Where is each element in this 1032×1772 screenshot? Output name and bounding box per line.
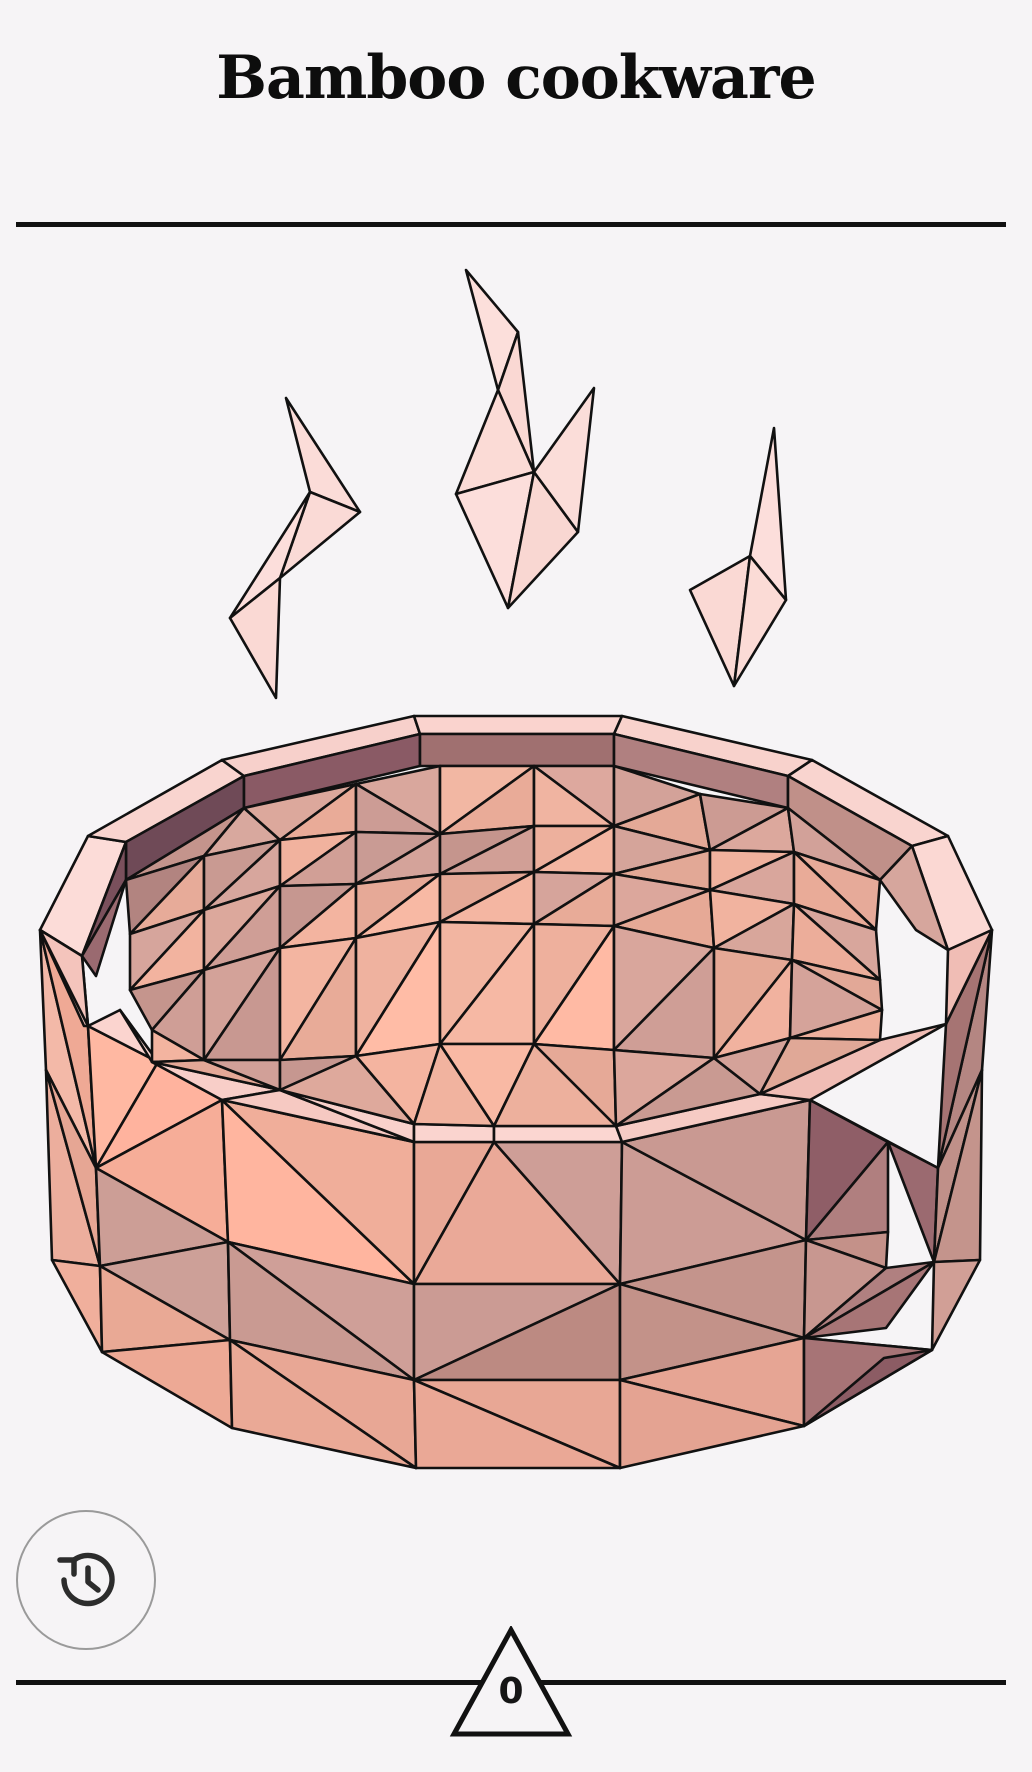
pot-body [38,928,994,1470]
history-button[interactable] [16,1510,156,1650]
lowpoly-artwork[interactable] [0,240,1032,1490]
score-counter: 0 [498,1671,524,1712]
top-divider [16,222,1006,227]
steam-wisp-center [454,268,596,610]
triangle-badge-icon [449,1626,573,1737]
pot-inner-floor [124,764,884,1128]
pot-inner-wall [80,732,950,978]
history-icon [57,1552,115,1607]
pot-rim [38,714,994,1144]
steam-wisp-left [228,396,362,700]
steam-wisp-right [688,426,788,688]
puzzle-title: Bamboo cookware [216,43,816,113]
